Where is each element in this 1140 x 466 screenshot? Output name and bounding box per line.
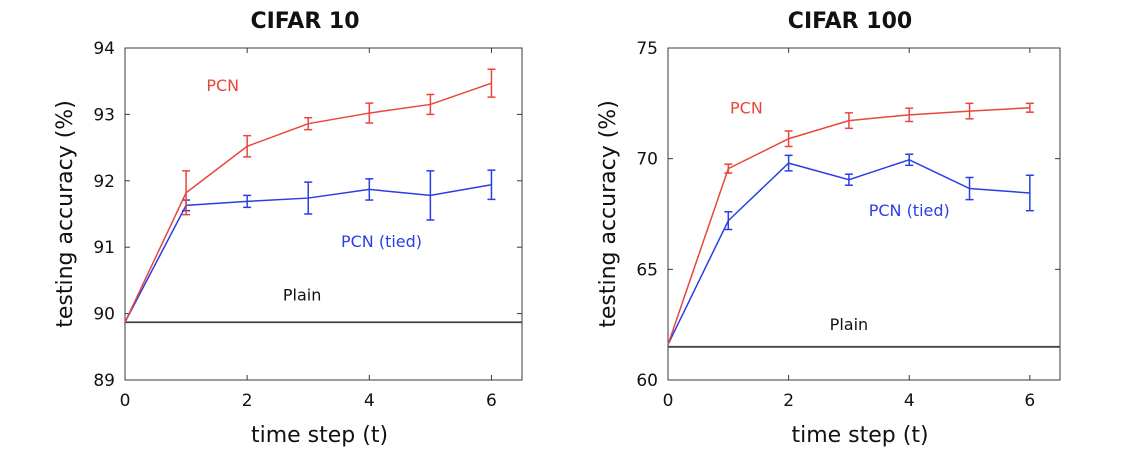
series-pcn-tied	[667, 153, 1034, 345]
series-pcn	[124, 68, 496, 323]
chart-title: CIFAR 10	[250, 9, 359, 34]
series-pcn-tied	[124, 169, 496, 323]
x-tick-label: 0	[120, 391, 131, 411]
y-tick-label: 89	[93, 371, 115, 391]
error-bar	[304, 181, 313, 215]
error-bar	[487, 68, 496, 98]
error-bar	[784, 154, 793, 172]
y-tick-label: 94	[93, 39, 115, 59]
error-bar	[844, 112, 853, 130]
series-annotation: PCN (tied)	[869, 201, 950, 220]
series-line	[667, 107, 1030, 345]
plot-frame	[124, 47, 523, 381]
chart-panel-1: CIFAR 10 89 90 91 92 93 94 0 2 4 6 time step (t) tes…	[53, 9, 523, 448]
series-annotation: Plain	[830, 315, 868, 334]
error-bar	[426, 170, 435, 221]
error-bar	[1025, 102, 1034, 113]
plot-frame	[667, 47, 1061, 381]
y-tick-label: 90	[93, 305, 115, 325]
error-bar	[724, 163, 733, 174]
error-bar	[905, 153, 914, 167]
series-annotation: PCN	[206, 76, 239, 95]
error-bar	[304, 116, 313, 131]
y-tick-label: 70	[636, 150, 658, 170]
series-annotation: PCN	[730, 98, 763, 117]
x-tick-label: 4	[364, 391, 375, 411]
x-tick-label: 0	[663, 391, 674, 411]
error-bar	[965, 102, 974, 120]
x-tick-label: 2	[242, 391, 253, 411]
error-bar	[365, 102, 374, 124]
y-tick-label: 65	[636, 260, 658, 280]
y-tick-label: 91	[93, 238, 115, 258]
error-bar	[784, 130, 793, 148]
y-tick-label: 60	[636, 371, 658, 391]
y-tick-label: 92	[93, 172, 115, 192]
error-bar	[182, 170, 191, 216]
y-tick-label: 93	[93, 105, 115, 125]
x-tick-label: 6	[486, 391, 497, 411]
error-bar	[243, 134, 252, 158]
error-bar	[243, 194, 252, 209]
error-bar	[365, 178, 374, 201]
y-tick-label: 75	[636, 39, 658, 59]
series-annotation: Plain	[283, 285, 321, 304]
x-axis-label: time step (t)	[791, 423, 928, 448]
y-axis-label: testing accuracy (%)	[53, 100, 78, 328]
error-bar	[905, 107, 914, 123]
error-bar	[1025, 174, 1034, 212]
series-annotation: PCN (tied)	[341, 232, 422, 251]
chart-title: CIFAR 100	[788, 9, 912, 34]
series-pcn	[667, 102, 1034, 345]
x-tick-label: 6	[1024, 391, 1035, 411]
error-bar	[965, 176, 974, 201]
error-bar	[844, 173, 853, 186]
x-tick-label: 4	[904, 391, 915, 411]
chart-panel-2: CIFAR 100 60 65 70 75 0 2 4 6 time step (t) testin…	[596, 9, 1061, 448]
x-axis-label: time step (t)	[251, 423, 388, 448]
error-bar	[724, 211, 733, 231]
y-axis-label: testing accuracy (%)	[596, 100, 621, 328]
x-tick-label: 2	[783, 391, 794, 411]
error-bar	[487, 169, 496, 201]
error-bar	[426, 93, 435, 116]
